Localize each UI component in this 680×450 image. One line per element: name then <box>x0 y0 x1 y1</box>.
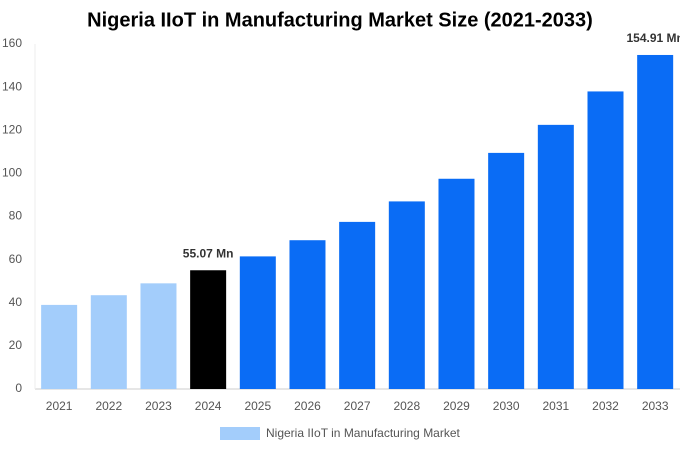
y-tick-label: 40 <box>9 295 23 309</box>
x-tick-label: 2025 <box>244 399 271 413</box>
bar <box>190 270 227 389</box>
legend-swatch <box>220 427 260 440</box>
bar <box>537 124 574 389</box>
x-tick-label: 2033 <box>642 399 669 413</box>
y-tick-label: 60 <box>9 252 23 266</box>
x-tick-label: 2028 <box>393 399 420 413</box>
chart-title: Nigeria IIoT in Manufacturing Market Siz… <box>87 9 593 31</box>
bar <box>339 221 376 389</box>
bar <box>488 152 525 389</box>
y-tick-label: 120 <box>2 122 22 136</box>
value-label: 55.07 Mn <box>183 246 234 260</box>
y-tick-label: 140 <box>2 79 22 93</box>
y-tick-label: 80 <box>9 209 23 223</box>
x-tick-label: 2029 <box>443 399 470 413</box>
bar <box>438 178 475 389</box>
bar <box>289 240 326 389</box>
y-tick-label: 160 <box>2 36 22 50</box>
bar <box>239 256 276 389</box>
legend-label: Nigeria IIoT in Manufacturing Market <box>266 426 461 440</box>
x-tick-label: 2032 <box>592 399 619 413</box>
x-tick-label: 2023 <box>145 399 172 413</box>
bar <box>388 201 425 389</box>
y-tick-label: 20 <box>9 338 23 352</box>
y-tick-label: 100 <box>2 166 22 180</box>
x-tick-label: 2027 <box>344 399 371 413</box>
x-tick-label: 2022 <box>95 399 122 413</box>
x-tick-label: 2031 <box>542 399 569 413</box>
bar <box>587 91 624 389</box>
x-tick-label: 2030 <box>493 399 520 413</box>
bar <box>90 295 127 389</box>
bar <box>637 54 674 389</box>
x-tick-label: 2021 <box>46 399 73 413</box>
y-tick-label: 0 <box>15 381 22 395</box>
value-label: 154.91 Mn <box>626 31 680 45</box>
bar <box>140 283 177 389</box>
x-tick-label: 2024 <box>195 399 222 413</box>
bar <box>41 304 78 389</box>
x-tick-label: 2026 <box>294 399 321 413</box>
